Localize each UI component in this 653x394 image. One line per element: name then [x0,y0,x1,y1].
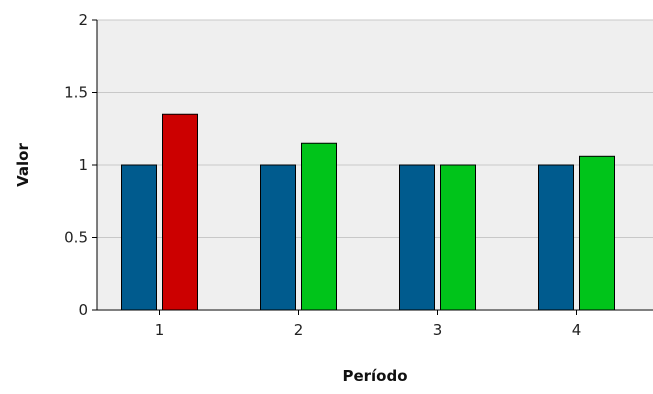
y-axis-ticks: 0 0.5 1 1.5 2 [64,11,97,319]
x-axis-ticks: 1 2 3 4 [155,310,582,339]
bars [121,113,615,311]
bar-series2-period-2 [301,142,337,311]
x-tick-label: 1 [155,321,165,339]
bar-series2-period-1 [162,113,198,311]
bar-series1-period-2 [260,164,296,311]
x-tick-label: 2 [294,321,304,339]
x-axis-title: Período [342,367,407,385]
bar-series2-period-4 [579,155,615,311]
y-tick-label: 0.5 [64,229,88,247]
y-tick-label: 1.5 [64,84,88,102]
bar-series1-period-4 [538,164,574,311]
y-axis-title: Valor [14,143,32,187]
bar-series1-period-3 [399,164,435,311]
y-tick-label: 2 [78,11,88,29]
bar-series1-period-1 [121,164,157,311]
y-tick-label: 1 [78,156,88,174]
x-tick-label: 3 [433,321,443,339]
x-tick-label: 4 [572,321,582,339]
y-tick-label: 0 [78,301,88,319]
bar-series2-period-3 [440,164,476,311]
